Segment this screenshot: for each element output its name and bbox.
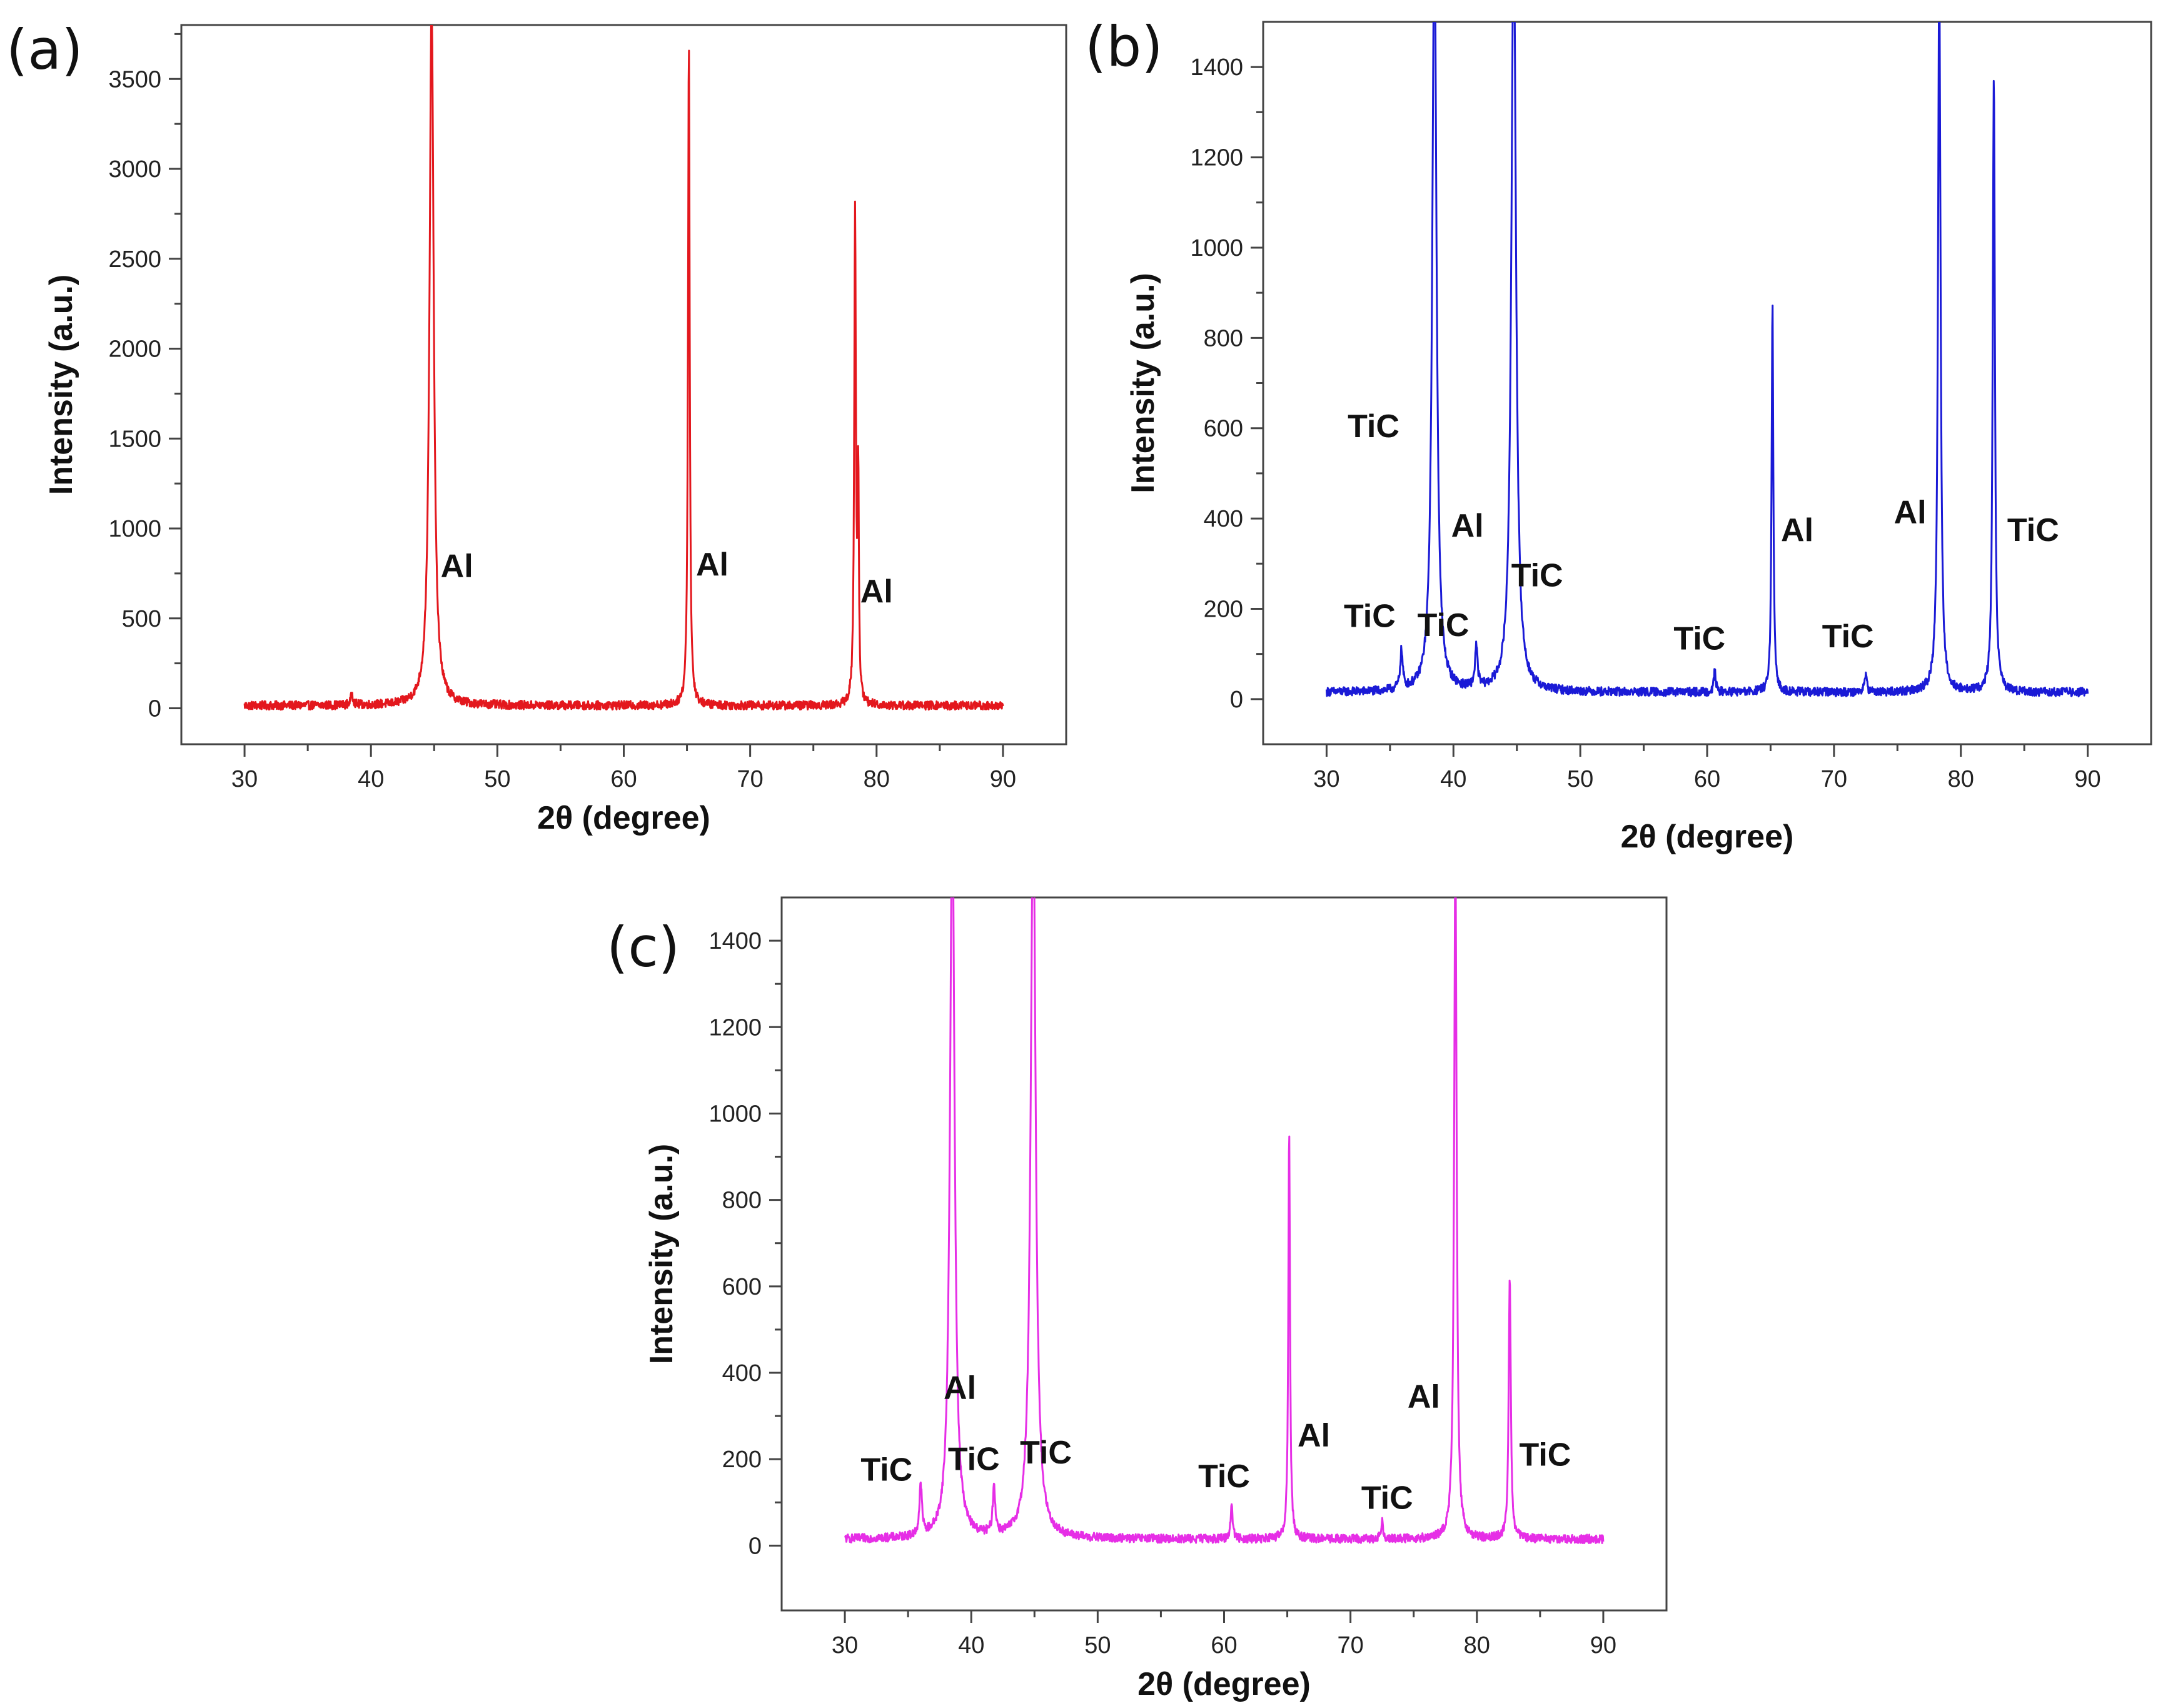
peak-label-tic: TiC	[1198, 1458, 1250, 1495]
x-tick-label: 30	[832, 1632, 858, 1659]
peak-label-al: Al	[1781, 512, 1813, 548]
x-tick-label: 30	[1313, 766, 1339, 792]
y-tick-label: 1400	[708, 928, 762, 954]
xrd-pattern-line	[1325, 22, 2089, 697]
y-axis-title: Intensity (a.u.)	[1125, 273, 1161, 493]
peak-label-tic: TiC	[1673, 620, 1725, 657]
y-tick-label: 2000	[108, 336, 161, 363]
peak-label-tic: TiC	[1361, 1480, 1413, 1517]
y-tick-label: 1200	[708, 1014, 762, 1041]
x-tick-label: 90	[990, 766, 1016, 792]
y-tick-label: 1200	[1190, 145, 1243, 171]
y-tick-label: 3500	[108, 66, 161, 93]
peak-label-al: Al	[696, 547, 729, 583]
y-tick-label: 1500	[108, 426, 161, 452]
panel-label: (c)	[607, 915, 680, 979]
y-tick-label: 500	[122, 606, 161, 632]
x-axis-title: 2θ (degree)	[1621, 819, 1794, 855]
peak-label-al: Al	[860, 574, 893, 610]
peak-label-tic: TiC	[1511, 557, 1563, 594]
y-tick-label: 0	[749, 1533, 762, 1559]
x-tick-label: 60	[610, 766, 637, 792]
panel-label: (b)	[1085, 14, 1163, 79]
x-tick-label: 50	[1084, 1632, 1111, 1659]
peak-label-tic: TiC	[1520, 1437, 1571, 1473]
panel-c: 30 40 50 60 70 80 90 0 200 400 600 800 1000 1200 1400 2…	[607, 896, 1668, 1702]
y-tick-label: 200	[1204, 596, 1243, 622]
xrd-pattern-line	[844, 897, 1605, 1544]
peak-label-al: Al	[441, 548, 473, 585]
y-tick-label: 400	[1204, 506, 1243, 532]
x-tick-label: 80	[864, 766, 890, 792]
peak-label-tic: TiC	[1344, 598, 1396, 634]
peak-label-tic: TiC	[948, 1441, 1000, 1477]
x-tick-label: 80	[1948, 766, 1974, 792]
panel-b: 30 40 50 60 70 80 90 0 200 400 600 800 1000 1200 1400 2…	[1085, 14, 2152, 855]
x-tick-label: 60	[1694, 766, 1720, 792]
peak-label-tic: TiC	[1418, 607, 1470, 644]
y-tick-label: 800	[722, 1188, 762, 1214]
x-axis-title: 2θ (degree)	[1137, 1666, 1311, 1702]
y-tick-label: 1000	[1190, 235, 1243, 261]
x-tick-label: 80	[1464, 1632, 1490, 1659]
y-tick-label: 800	[1204, 325, 1243, 351]
x-tick-label: 90	[1590, 1632, 1616, 1659]
peak-label-al: Al	[1408, 1378, 1440, 1415]
y-tick-label: 0	[148, 696, 161, 722]
y-tick-label: 1400	[1190, 54, 1243, 81]
xrd-pattern-line	[243, 25, 1004, 711]
y-axis-title: Intensity (a.u.)	[43, 275, 79, 495]
y-tick-label: 0	[1230, 687, 1243, 713]
x-tick-label: 50	[1567, 766, 1593, 792]
y-tick-label: 1000	[108, 516, 161, 542]
x-tick-label: 60	[1211, 1632, 1237, 1659]
x-tick-label: 70	[737, 766, 764, 792]
y-tick-label: 1000	[708, 1101, 762, 1127]
peak-label-al: Al	[1298, 1417, 1330, 1453]
y-tick-label: 200	[722, 1447, 762, 1473]
peak-label-tic: TiC	[1020, 1435, 1072, 1471]
peak-label-al: Al	[944, 1370, 976, 1406]
y-axis-title: Intensity (a.u.)	[643, 1144, 680, 1364]
x-tick-label: 30	[231, 766, 258, 792]
peak-label-tic: TiC	[2007, 512, 2059, 548]
x-tick-label: 40	[1440, 766, 1466, 792]
y-tick-label: 2500	[108, 246, 161, 273]
peak-label-tic: TiC	[1822, 619, 1874, 655]
x-tick-label: 70	[1338, 1632, 1364, 1659]
peak-label-tic: TiC	[860, 1452, 912, 1488]
x-tick-label: 40	[958, 1632, 984, 1659]
y-tick-label: 3000	[108, 156, 161, 183]
y-tick-label: 600	[1204, 416, 1243, 442]
x-tick-label: 50	[484, 766, 510, 792]
peak-label-al: Al	[1894, 494, 1927, 530]
x-axis-title: 2θ (degree)	[537, 800, 710, 836]
x-tick-label: 70	[1821, 766, 1847, 792]
y-tick-label: 400	[722, 1360, 762, 1387]
x-tick-label: 40	[358, 766, 384, 792]
x-tick-label: 90	[2074, 766, 2100, 792]
panel-a: 30 40 50 60 70 80 90 0 500 1000 1500 2000 2500 3000 35…	[6, 18, 1067, 836]
y-tick-label: 600	[722, 1274, 762, 1300]
peak-label-al: Al	[1451, 508, 1484, 544]
peak-label-tic: TiC	[1348, 408, 1399, 445]
panel-label: (a)	[6, 18, 83, 82]
